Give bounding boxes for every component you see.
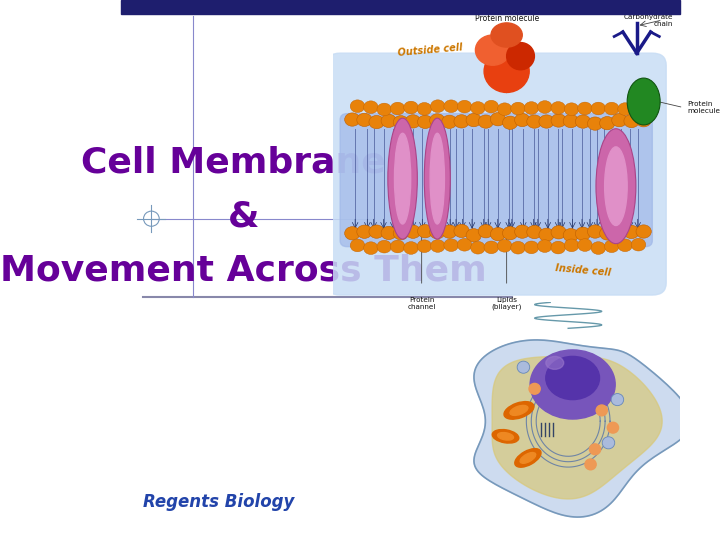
Text: Cell Membranes: Cell Membranes [81,145,407,179]
Text: &: & [228,199,259,233]
Text: Movement Across Them: Movement Across Them [0,253,487,287]
Text: Regents Biology: Regents Biology [143,493,294,511]
Bar [121,0,680,14]
